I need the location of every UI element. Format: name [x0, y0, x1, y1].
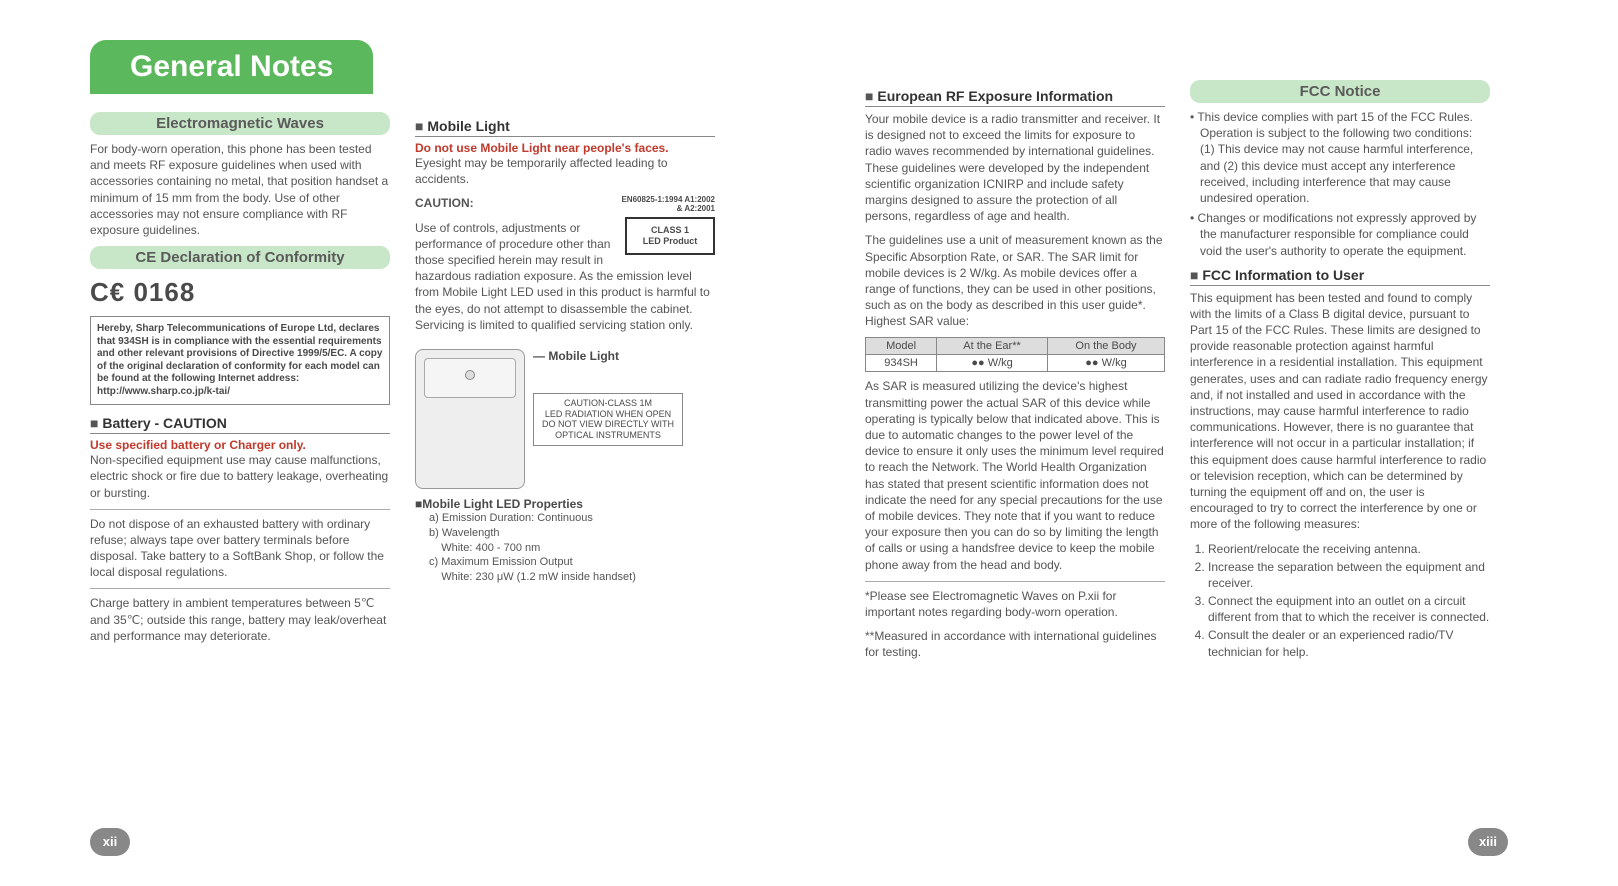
battery-p1: Non-specified equipment use may cause ma… [90, 452, 390, 501]
rf-exposure-heading: European RF Exposure Information [865, 88, 1165, 107]
rf-p3: As SAR is measured utilizing the device'… [865, 378, 1165, 572]
rf-note2: **Measured in accordance with internatio… [865, 628, 1165, 660]
divider [865, 581, 1165, 582]
ce-declaration-box: Hereby, Sharp Telecommunications of Euro… [90, 316, 390, 405]
battery-p2: Do not dispose of an exhausted battery w… [90, 516, 390, 581]
fcc-measures-list: Reorient/relocate the receiving antenna.… [1190, 541, 1490, 660]
fcc-bullet-2: Changes or modifications not expressly a… [1190, 210, 1490, 259]
led-prop-c2: White: 230 μW (1.2 mW inside handset) [429, 570, 715, 585]
sar-th-body: On the Body [1047, 338, 1164, 355]
divider [90, 509, 390, 510]
fcc-measure-2: Increase the separation between the equi… [1208, 559, 1490, 591]
rf-p1: Your mobile device is a radio transmitte… [865, 111, 1165, 224]
sar-td-body: ●● W/kg [1047, 355, 1164, 372]
mobile-light-label: — Mobile Light [533, 349, 715, 363]
sar-td-model: 934SH [866, 355, 937, 372]
mobile-light-heading: Mobile Light [415, 118, 715, 137]
sar-th-ear: At the Ear** [937, 338, 1048, 355]
battery-p3: Charge battery in ambient temperatures b… [90, 595, 390, 644]
battery-heading: Battery - CAUTION [90, 415, 390, 434]
fcc-measure-1: Reorient/relocate the receiving antenna. [1208, 541, 1490, 557]
led-prop-b2: White: 400 - 700 nm [429, 541, 715, 556]
caution-class-box: CAUTION-CLASS 1M LED RADIATION WHEN OPEN… [533, 393, 683, 446]
led-class-box: CLASS 1 LED Product [625, 217, 715, 255]
em-waves-heading: Electromagnetic Waves [90, 112, 390, 135]
ml-p1: Eyesight may be temporarily affected lea… [415, 155, 715, 187]
led-standard-label: EN60825-1:1994 A1:2002 & A2:2001 [615, 195, 715, 213]
fcc-info-heading: FCC Information to User [1190, 267, 1490, 286]
page-title: General Notes [90, 40, 373, 94]
ce-logo: C€ 0168 [90, 277, 390, 308]
sar-td-ear: ●● W/kg [937, 355, 1048, 372]
led-prop-b: b) Wavelength [429, 526, 715, 541]
ce-heading: CE Declaration of Conformity [90, 246, 390, 269]
battery-warning: Use specified battery or Charger only. [90, 438, 390, 452]
led-properties-heading: ■Mobile Light LED Properties [415, 497, 715, 511]
rf-p2: The guidelines use a unit of measurement… [865, 232, 1165, 329]
fcc-bullet-1: This device complies with part 15 of the… [1190, 109, 1490, 206]
fcc-notice-heading: FCC Notice [1190, 80, 1490, 103]
page-number-left: xii [90, 828, 130, 856]
divider [90, 588, 390, 589]
led-prop-c: c) Maximum Emission Output [429, 555, 715, 570]
fcc-measure-4: Consult the dealer or an experienced rad… [1208, 627, 1490, 659]
led-prop-a: a) Emission Duration: Continuous [429, 511, 715, 526]
em-waves-body: For body-worn operation, this phone has … [90, 141, 390, 238]
fcc-info-body: This equipment has been tested and found… [1190, 290, 1490, 533]
sar-table: Model At the Ear** On the Body 934SH ●● … [865, 337, 1165, 372]
sar-th-model: Model [866, 338, 937, 355]
phone-illustration [415, 349, 525, 489]
rf-note1: *Please see Electromagnetic Waves on P.x… [865, 588, 1165, 620]
mobile-light-warning: Do not use Mobile Light near people's fa… [415, 141, 715, 155]
fcc-measure-3: Connect the equipment into an outlet on … [1208, 593, 1490, 625]
page-number-right: xiii [1468, 828, 1508, 856]
